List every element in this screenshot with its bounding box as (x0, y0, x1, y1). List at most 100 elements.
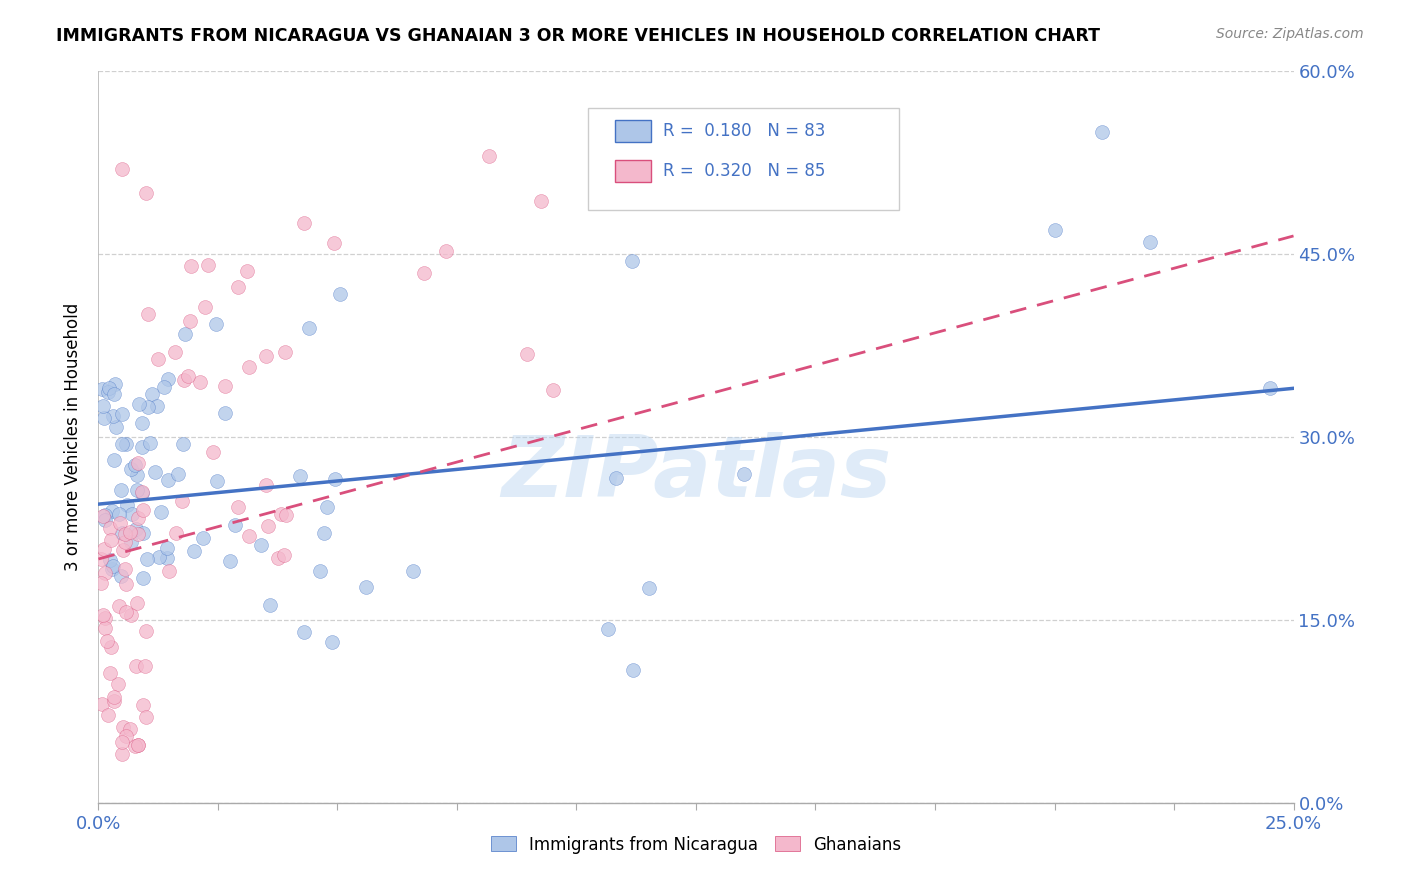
Point (127, 596, 149, 610)
Point (110, 569, 132, 583)
Point (179, 314, 201, 328)
Point (101, 559, 124, 574)
Point (157, 565, 180, 579)
Point (127, 738, 149, 752)
Point (115, 436, 138, 450)
Point (321, 635, 343, 649)
Point (121, 508, 143, 522)
Point (111, 407, 134, 421)
Point (143, 465, 166, 479)
Point (115, 729, 138, 743)
Point (257, 519, 280, 533)
Point (107, 507, 129, 521)
Point (103, 453, 125, 467)
Point (91, 697, 114, 711)
Point (596, 623, 619, 637)
Point (91, 382, 114, 396)
Point (120, 461, 142, 475)
Point (148, 550, 170, 565)
Point (165, 525, 187, 540)
Point (214, 378, 236, 392)
Point (153, 380, 176, 394)
Point (250, 538, 273, 552)
Point (94, 508, 117, 522)
Text: R =  0.180   N = 83: R = 0.180 N = 83 (662, 121, 825, 140)
Point (118, 525, 141, 540)
Legend: Immigrants from Nicaragua, Ghanaians: Immigrants from Nicaragua, Ghanaians (484, 829, 908, 860)
Point (292, 216, 315, 230)
Point (120, 535, 142, 549)
Point (104, 420, 127, 434)
Point (90, 552, 112, 566)
Point (114, 526, 136, 541)
Point (166, 467, 188, 481)
Point (107, 676, 129, 690)
Point (100, 521, 122, 535)
Point (733, 467, 755, 481)
Point (94, 513, 117, 527)
Point (174, 326, 197, 341)
Point (93, 410, 115, 425)
Point (131, 440, 153, 454)
Point (115, 605, 138, 619)
Point (131, 486, 153, 500)
Point (131, 417, 153, 431)
Point (134, 659, 156, 673)
Point (135, 710, 157, 724)
Point (100, 562, 122, 576)
Point (115, 498, 138, 512)
Point (157, 473, 180, 487)
Point (98, 380, 121, 394)
Point (103, 387, 125, 401)
Point (205, 474, 228, 488)
Point (214, 406, 236, 420)
Point (146, 351, 169, 366)
Point (541, 383, 564, 397)
FancyBboxPatch shape (614, 160, 651, 182)
Point (127, 527, 149, 541)
Point (93, 541, 115, 556)
Point (402, 564, 425, 578)
Y-axis label: 3 or more Vehicles in Household: 3 or more Vehicles in Household (65, 303, 83, 571)
Point (125, 659, 148, 673)
Point (236, 264, 259, 278)
Point (97, 707, 120, 722)
Point (314, 526, 336, 541)
Point (226, 500, 249, 514)
Point (1043, 223, 1066, 237)
Text: ZIPatlas: ZIPatlas (501, 432, 891, 516)
Point (172, 436, 194, 450)
Point (329, 287, 352, 301)
Point (165, 345, 187, 359)
Point (224, 517, 246, 532)
Point (354, 580, 377, 594)
Point (621, 664, 644, 678)
Point (94, 621, 117, 635)
Point (100, 552, 122, 566)
Point (218, 554, 240, 568)
Point (103, 694, 125, 708)
Point (138, 307, 160, 321)
Point (149, 505, 172, 519)
Point (288, 469, 311, 483)
Point (180, 260, 202, 274)
Point (413, 266, 436, 280)
Point (103, 409, 125, 424)
Point (238, 529, 260, 543)
Point (202, 445, 225, 459)
Point (266, 551, 288, 566)
Point (478, 149, 501, 163)
Point (125, 483, 148, 497)
Point (1139, 235, 1161, 249)
Point (270, 507, 292, 521)
Point (103, 690, 125, 705)
Point (188, 376, 211, 390)
Point (100, 666, 122, 681)
Point (111, 161, 134, 176)
Point (120, 723, 142, 737)
Point (115, 577, 138, 591)
Point (292, 625, 315, 640)
Point (90, 576, 112, 591)
Point (111, 437, 134, 451)
Point (127, 510, 149, 524)
